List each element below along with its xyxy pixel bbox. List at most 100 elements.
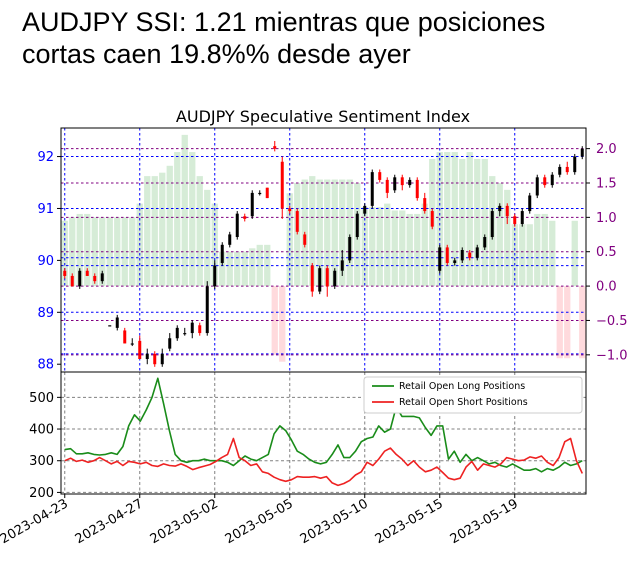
candle-body	[453, 260, 457, 263]
ssi-bar	[579, 286, 586, 359]
candle-body	[108, 325, 112, 327]
ssi-bar	[571, 220, 578, 287]
ssi-bar	[316, 179, 323, 287]
long-positions-line	[64, 377, 583, 473]
candle-body	[183, 333, 187, 335]
ssi-tick-label: 0.5	[596, 245, 617, 260]
position-lines	[64, 377, 584, 487]
ssi-bar	[181, 134, 188, 287]
candle-body	[558, 166, 562, 175]
ssi-bar	[121, 217, 128, 287]
legend-box	[363, 376, 583, 414]
candle-body	[490, 211, 494, 238]
lower-tick-label: 500	[29, 391, 54, 406]
candle-body	[438, 247, 442, 271]
legend-short-label: Retail Open Short Positions	[399, 397, 528, 408]
candle-body	[580, 148, 584, 157]
ssi-bar	[534, 213, 541, 287]
candle-body	[70, 275, 74, 287]
candle-body	[153, 353, 157, 365]
ssi-bar	[369, 207, 376, 287]
candle-body	[303, 234, 307, 245]
candle-body	[385, 179, 389, 193]
candle-body	[205, 286, 209, 334]
candle-body	[78, 270, 82, 287]
ssi-bar	[331, 179, 338, 287]
candle-body	[100, 273, 104, 282]
headline-line-2: cortas caen 19.8%% desde ayer	[22, 39, 411, 69]
ssi-bar	[451, 152, 458, 287]
lower-axis-ticks: 200 300 400 500	[29, 391, 61, 501]
lower-plot-frame	[60, 371, 587, 495]
candle-body	[348, 237, 352, 261]
ssi-tick-label: −1.0	[596, 348, 628, 363]
ssi-bar	[399, 210, 406, 287]
candle-body	[430, 211, 434, 227]
candle-body	[85, 270, 89, 276]
candle-body	[160, 353, 164, 365]
candle-body	[460, 250, 464, 261]
ssi-bar	[151, 176, 158, 287]
candle-body	[220, 244, 224, 263]
ssi-bar	[91, 217, 98, 287]
candle-body	[423, 198, 427, 212]
candle-body	[273, 146, 277, 149]
ssi-bar	[106, 217, 113, 287]
candles	[63, 140, 584, 367]
candle-body	[63, 270, 67, 276]
candle-body	[468, 252, 472, 258]
candle-body	[228, 234, 232, 245]
candle-body	[115, 317, 119, 328]
candle-body	[318, 268, 322, 292]
candle-body	[483, 237, 487, 248]
ssi-tick-label: −0.5	[596, 314, 628, 329]
candle-body	[535, 177, 539, 196]
candle-body	[333, 270, 337, 287]
candle-body	[400, 177, 404, 186]
candle-body	[93, 275, 97, 282]
ssi-bar	[234, 251, 241, 287]
x-tick-label: 2023-05-19	[448, 496, 521, 547]
chart-headline: AUDJPY SSI: 1.21 mientras que posiciones…	[22, 6, 545, 70]
candle-body	[235, 213, 239, 238]
candle-body	[573, 156, 577, 173]
ssi-bar	[496, 182, 503, 287]
ssi-bar	[556, 286, 563, 359]
ssi-bar	[474, 158, 481, 287]
ssi-tick-label: 1.5	[596, 176, 617, 191]
ssi-bar	[421, 203, 428, 287]
ssi-bar	[144, 176, 151, 287]
candle-body	[513, 216, 517, 225]
lower-tick-label: 300	[29, 454, 54, 469]
candle-body	[295, 211, 299, 232]
x-axis-ticks: 2023-04-23 2023-04-27 2023-05-02 2023-05-05…	[0, 494, 521, 547]
chart-title: AUDJPY Speculative Sentiment Index	[176, 107, 470, 126]
ssi-bar	[174, 152, 181, 287]
ssi-bar	[384, 203, 391, 287]
ssi-bar	[196, 176, 203, 287]
ssi-bar	[249, 248, 256, 287]
x-tick-label: 2023-05-15	[373, 496, 446, 547]
ssi-bar	[204, 189, 211, 287]
ssi-bar	[339, 179, 346, 287]
x-tick-label: 2023-05-02	[148, 496, 221, 547]
price-tick-label: 88	[37, 358, 54, 373]
candle-body	[445, 247, 449, 263]
short-positions-line	[64, 437, 584, 487]
candle-body	[243, 216, 247, 219]
ssi-bar	[391, 210, 398, 287]
ssi-bar	[346, 179, 353, 287]
ssi-bar	[84, 213, 91, 287]
candle-body	[550, 174, 554, 186]
ssi-bar	[564, 286, 571, 359]
ssi-bar	[376, 207, 383, 287]
candle-body	[280, 161, 284, 209]
candle-body	[355, 213, 359, 238]
ssi-bar	[406, 213, 413, 287]
ssi-bar	[279, 286, 286, 362]
candle-body	[258, 192, 262, 195]
candle-body	[213, 265, 217, 287]
ssi-bar	[219, 251, 226, 287]
ssi-bar	[541, 213, 548, 287]
